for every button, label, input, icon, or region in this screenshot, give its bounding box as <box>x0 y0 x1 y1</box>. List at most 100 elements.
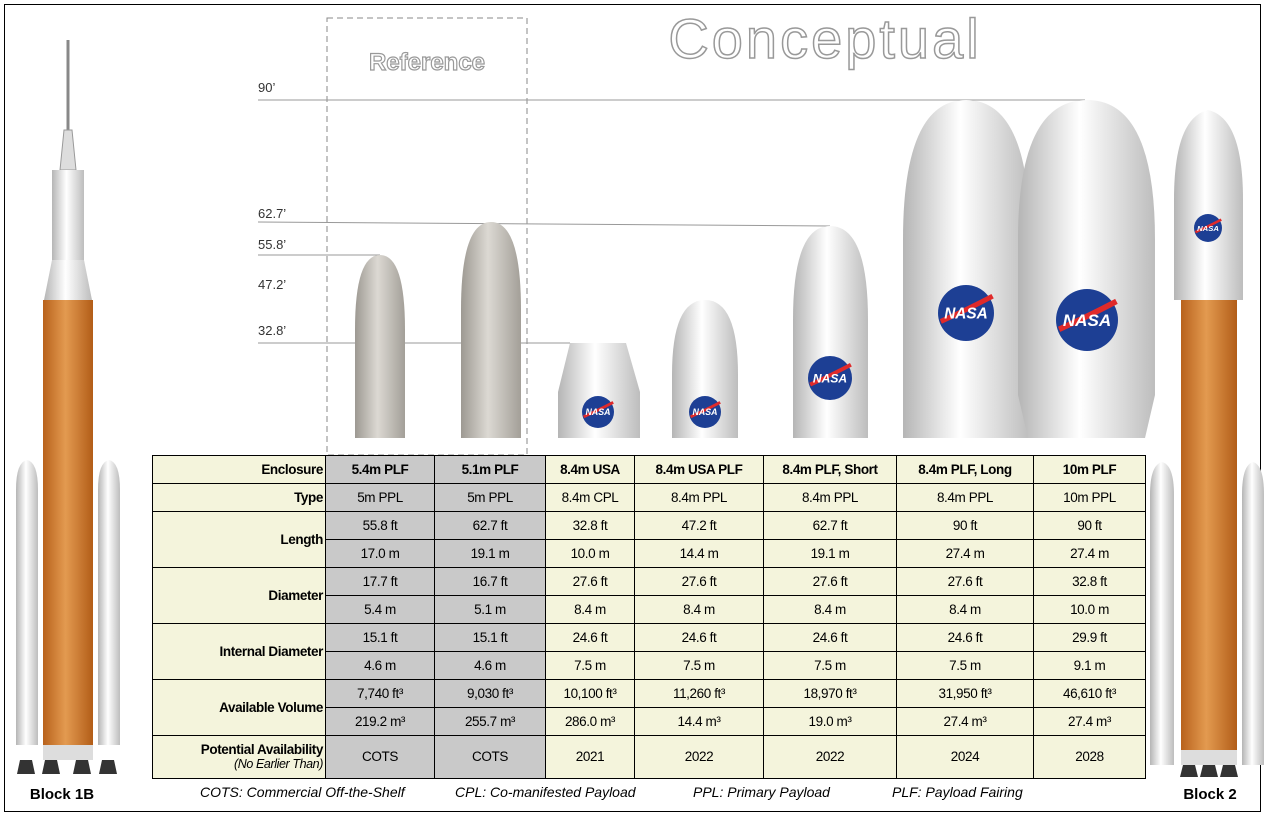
reference-box <box>326 17 528 456</box>
table-cell: 24.6 ft <box>896 623 1034 652</box>
table-cell: 10.0 m <box>1033 595 1146 624</box>
label-text: Diameter <box>268 587 323 603</box>
footnote-item: PPL: Primary Payload <box>693 784 831 800</box>
table-cell: 27.4 m <box>896 539 1034 568</box>
table-cell: 7.5 m <box>763 651 897 680</box>
logo-text: NASA <box>944 306 988 323</box>
table-cell: 62.7 ft <box>434 511 546 540</box>
height-label: 55.8’ <box>258 237 286 252</box>
table-cell: 5m PPL <box>434 483 546 512</box>
table-row: Length 55.8 ft 62.7 ft 32.8 ft 47.2 ft 62.7 f… <box>152 511 1146 568</box>
row-label: Length <box>152 511 326 568</box>
height-label: 47.2’ <box>258 277 286 292</box>
row-label: Available Volume <box>152 679 326 736</box>
table-cell: 55.8 ft <box>325 511 435 540</box>
conceptual-heading: Conceptual <box>668 7 981 70</box>
engine-section <box>43 745 93 760</box>
logo-swoosh <box>1057 298 1118 332</box>
label-text: Available Volume <box>219 699 323 715</box>
fairing <box>355 255 405 438</box>
column-header: 8.4m PLF, Long <box>896 455 1034 484</box>
table-cell: 9,030 ft³ <box>434 679 546 708</box>
table-cell: 19.1 m <box>434 539 546 568</box>
nasa-logo: NASA <box>938 285 994 341</box>
table-cell: 15.1 ft <box>434 623 546 652</box>
height-label: 32.8’ <box>258 323 286 338</box>
logo-swoosh <box>583 401 614 419</box>
table-row: Available Volume 7,740 ft³ 9,030 ft³ 10,100… <box>152 679 1146 736</box>
nasa-logo: NASA <box>1056 289 1118 351</box>
frame <box>4 4 1261 812</box>
table-row: Potential Availability (No Earlier Than) C… <box>152 735 1146 779</box>
logo-disc <box>582 396 614 428</box>
footnote-item: PLF: Payload Fairing <box>892 784 1023 800</box>
height-lines <box>257 99 1085 344</box>
engines <box>17 760 117 774</box>
table-cell: 2028 <box>1033 735 1146 779</box>
table-row: Enclosure 5.4m PLF 5.1m PLF 8.4m USA 8.4m US… <box>152 455 1146 484</box>
table-cell: 255.7 m³ <box>434 707 546 736</box>
column-header: 8.4m PLF, Short <box>763 455 897 484</box>
table-cell: 8.4m PPL <box>896 483 1034 512</box>
fairing <box>1174 110 1243 300</box>
nasa-logo: NASA <box>689 396 721 428</box>
table-cell: 24.6 ft <box>763 623 897 652</box>
logo-swoosh <box>809 363 852 387</box>
core-stage <box>1181 300 1237 750</box>
table-row: 17.0 m 19.1 m 10.0 m 14.4 m 19.1 m 27.4 m 27.4… <box>153 539 1146 568</box>
table-cell: 11,260 ft³ <box>634 679 764 708</box>
footnote-item: COTS: Commercial Off-the-Shelf <box>200 784 407 800</box>
table-row: Internal Diameter 15.1 ft 15.1 ft 24.6 ft 24… <box>152 623 1146 680</box>
column-header: 8.4m USA <box>545 455 635 484</box>
nasa-logo: NASA <box>582 396 614 428</box>
table-cell: 8.4 m <box>634 595 764 624</box>
table-cell: 5.4 m <box>325 595 435 624</box>
adapter <box>44 260 92 300</box>
height-line <box>257 221 831 227</box>
logo-disc <box>689 396 721 428</box>
table-cell: 17.0 m <box>325 539 435 568</box>
table-cell: 27.4 m³ <box>1033 707 1146 736</box>
table-row: Type 5m PPL 5m PPL 8.4m CPL 8.4m PPL 8.4m PPL… <box>152 483 1146 512</box>
table-cell: 5.1 m <box>434 595 546 624</box>
table-cell: 2022 <box>634 735 764 779</box>
table-cell: 4.6 m <box>325 651 435 680</box>
table-cell: 27.6 ft <box>896 567 1034 596</box>
row-label: Potential Availability (No Earlier Than) <box>152 735 326 779</box>
logo-text: NASA <box>813 371 847 385</box>
upper-stage <box>52 170 84 260</box>
fairing <box>558 343 640 438</box>
rocket-label: Block 2 <box>1183 786 1236 803</box>
footnote-item: CPL: Co-manifested Payload <box>455 784 637 800</box>
booster <box>16 460 38 745</box>
table-cell: 27.6 ft <box>545 567 635 596</box>
table-cell: 10.0 m <box>545 539 635 568</box>
label-text: Length <box>280 531 323 547</box>
reference-heading: Reference <box>369 49 485 76</box>
booster <box>1242 462 1264 765</box>
table-cell: 8.4m CPL <box>545 483 635 512</box>
engine-section <box>1181 750 1237 765</box>
logo-disc <box>808 356 852 400</box>
height-label: 62.7’ <box>258 206 286 221</box>
table-cell: 2024 <box>896 735 1034 779</box>
fairing <box>903 100 1030 438</box>
height-label: 90’ <box>258 80 275 95</box>
row-label: Internal Diameter <box>152 623 326 680</box>
row-label: Diameter <box>152 567 326 624</box>
table-cell: 14.4 m³ <box>634 707 764 736</box>
rocket-block-1b <box>16 40 120 774</box>
table-cell: 7.5 m <box>634 651 764 680</box>
table-cell: 27.4 m³ <box>896 707 1034 736</box>
table-cell: 24.6 ft <box>634 623 764 652</box>
table-cell: 7.5 m <box>896 651 1034 680</box>
footnote: COTS: Commercial Off-the-Shelf CPL: Co-m… <box>200 784 1023 800</box>
table-cell: 2022 <box>763 735 897 779</box>
table-cell: 7,740 ft³ <box>325 679 435 708</box>
label-subtext: (No Earlier Than) <box>233 757 323 771</box>
table-cell: 7.5 m <box>545 651 635 680</box>
table-cell: 8.4m PPL <box>763 483 897 512</box>
table-cell: 17.7 ft <box>325 567 435 596</box>
